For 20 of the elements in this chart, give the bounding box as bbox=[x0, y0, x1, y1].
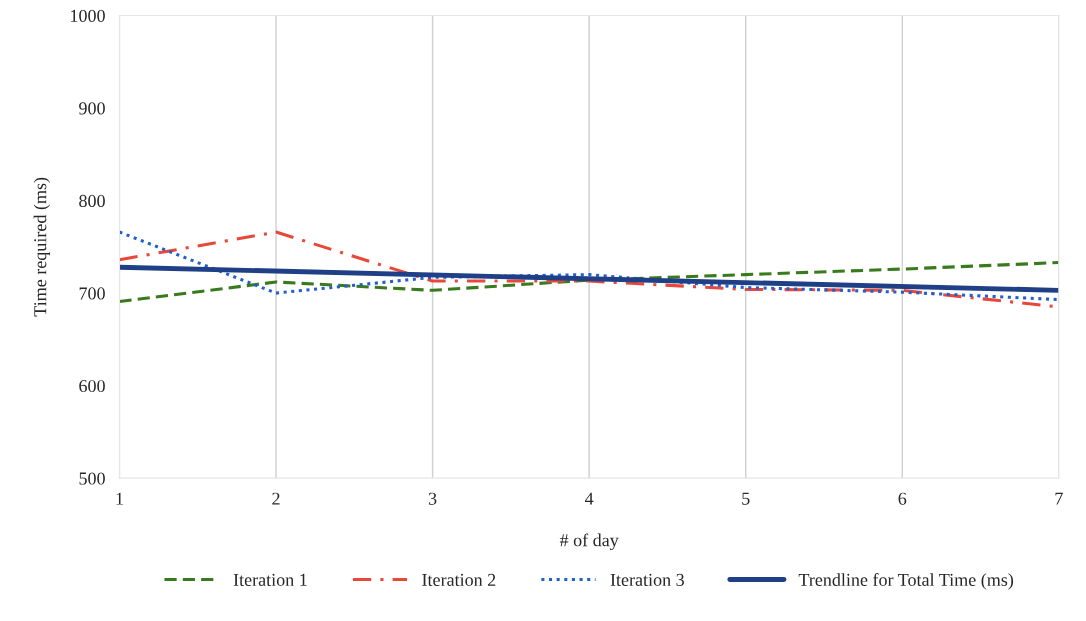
x-axis-title: # of day bbox=[559, 533, 619, 551]
x-tick-label: 3 bbox=[428, 492, 437, 505]
line-series bbox=[119, 261, 1059, 303]
x-tick-label: 7 bbox=[1055, 492, 1063, 505]
legend-label: Iteration 3 bbox=[610, 573, 684, 586]
y-tick-label: 900 bbox=[79, 102, 105, 115]
y-tick-label: 500 bbox=[79, 472, 105, 485]
x-tick-label: 5 bbox=[742, 492, 750, 505]
x-tick-label: 6 bbox=[898, 492, 907, 505]
y-axis-title: Time required (ms) bbox=[33, 177, 51, 317]
x-tick-label: 2 bbox=[272, 492, 280, 505]
legend-label: Trendline for Total Time (ms) bbox=[798, 573, 1014, 590]
x-tick-label: 1 bbox=[116, 492, 123, 505]
y-tick-label: 600 bbox=[79, 379, 105, 393]
legend-label: Iteration 1 bbox=[233, 573, 307, 586]
legend-label: Iteration 2 bbox=[422, 573, 496, 586]
x-tick-label: 4 bbox=[584, 492, 594, 505]
y-tick-label: 800 bbox=[79, 194, 105, 208]
y-tick-label: 700 bbox=[79, 287, 105, 300]
y-tick-label: 1000 bbox=[71, 9, 105, 22]
